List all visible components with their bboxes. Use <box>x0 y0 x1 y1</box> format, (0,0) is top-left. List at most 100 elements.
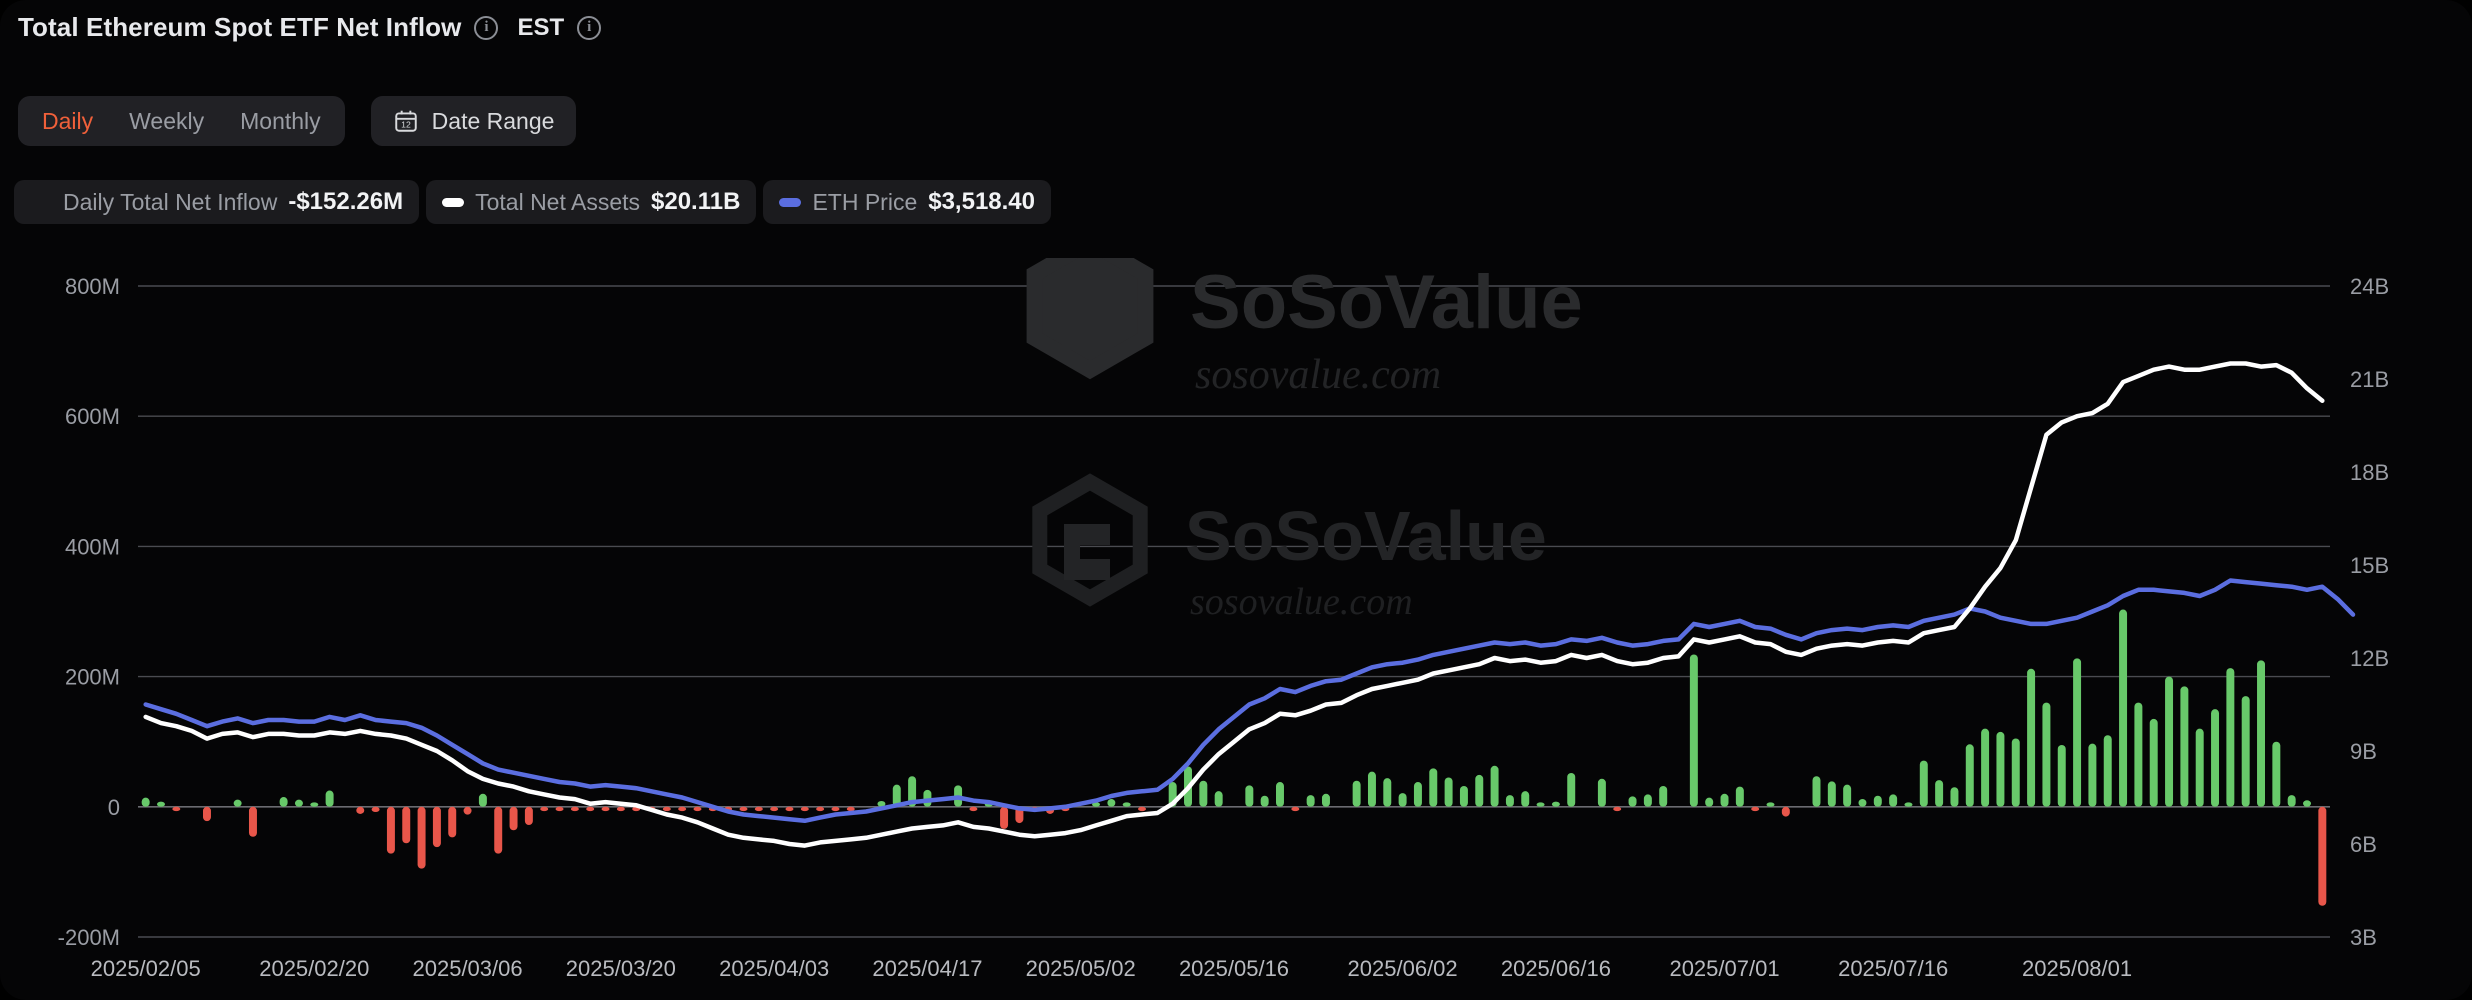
chart-bar <box>1245 785 1254 807</box>
chart-bar <box>310 802 319 807</box>
tab-daily[interactable]: Daily <box>24 102 111 140</box>
chart-toolbar: Daily Weekly Monthly 12 Date Range <box>18 96 577 146</box>
chart-bar <box>2272 741 2281 807</box>
chart-bar <box>601 806 610 812</box>
date-range-button[interactable]: 12 Date Range <box>370 96 577 146</box>
chart-bar <box>1628 796 1637 807</box>
svg-text:6B: 6B <box>2350 832 2377 857</box>
chart-bar <box>1459 785 1468 807</box>
chart-bar <box>1092 802 1101 807</box>
chart-bar <box>279 797 288 807</box>
chart-bar <box>1781 806 1790 817</box>
chart-bar <box>2042 702 2051 807</box>
chart-bar <box>386 806 395 854</box>
chart-bar <box>172 806 181 812</box>
legend-item-daily-net-inflow[interactable]: Daily Total Net Inflow -$152.26M <box>14 180 420 224</box>
chart-bar <box>2180 686 2189 807</box>
line-swatch-icon-white <box>442 197 465 207</box>
chart-bar <box>432 806 441 848</box>
eth-price-line <box>143 578 2356 824</box>
svg-text:-200M: -200M <box>58 925 120 950</box>
legend-item-total-net-assets[interactable]: Total Net Assets $20.11B <box>426 180 757 224</box>
svg-text:24B: 24B <box>2350 274 2389 299</box>
chart-bar <box>2088 743 2097 807</box>
chart-bar <box>2057 744 2066 807</box>
chart-bar <box>1398 793 1407 807</box>
chart-bar <box>2119 609 2128 807</box>
chart-bar <box>1383 778 1392 807</box>
chart-bar <box>1015 806 1024 824</box>
chart-bar <box>540 806 549 812</box>
chart-bar <box>1536 802 1545 807</box>
chart-bar <box>816 806 825 812</box>
svg-text:sosovalue.com: sosovalue.com <box>1190 581 1413 623</box>
chart-bar <box>846 806 855 812</box>
chart-bar <box>2318 806 2327 906</box>
chart-bar <box>1751 806 1760 812</box>
chart-bar <box>1505 795 1514 807</box>
chart-bar <box>325 790 334 807</box>
tab-monthly[interactable]: Monthly <box>222 102 339 140</box>
line-swatch-icon-blue <box>779 197 802 207</box>
legend-label: ETH Price <box>812 188 918 215</box>
chart-bar <box>1950 787 1959 807</box>
chart-bar <box>371 806 380 813</box>
chart-bar <box>1889 794 1898 807</box>
x-axis-tick-label: 2025/06/16 <box>1501 956 1611 981</box>
chart-bar <box>478 793 487 807</box>
chart-bar <box>356 806 365 814</box>
chart-bar <box>2211 709 2220 807</box>
watermark-primary: SoSoValue sosovalue.com <box>1026 258 1583 398</box>
chart-bar <box>494 806 503 854</box>
panel-header: Total Ethereum Spot ETF Net Inflow i EST… <box>18 12 602 43</box>
x-axis-tick-label: 2025/03/20 <box>566 956 676 981</box>
chart-bar <box>1935 780 1944 807</box>
chart-bar <box>2073 658 2082 807</box>
netflow-chart-svg: 800M 600M 400M 200M 0 -200M 24B 21B 18B 15B 12B 9B 6… <box>58 258 2389 981</box>
chart-bar <box>2027 668 2036 807</box>
bar-swatch-icon <box>30 191 52 213</box>
svg-text:sosovalue.com: sosovalue.com <box>1195 352 1441 398</box>
chart-bar <box>1107 798 1116 807</box>
chart-bar <box>248 806 257 837</box>
svg-text:400M: 400M <box>65 534 120 559</box>
chart-bar <box>1276 782 1284 807</box>
chart-bar <box>2287 795 2296 807</box>
chart-bar <box>402 806 411 844</box>
legend-value: $20.11B <box>651 188 741 215</box>
chart-bar <box>1904 802 1913 807</box>
chart-bar <box>294 799 303 807</box>
chart-bar <box>1291 806 1300 812</box>
chart-bar <box>1858 798 1867 807</box>
chart-bar <box>2103 735 2112 807</box>
chart-bar <box>1919 760 1928 807</box>
tab-weekly[interactable]: Weekly <box>111 102 222 140</box>
legend-value: -$152.26M <box>288 188 404 215</box>
legend-value: $3,518.40 <box>928 188 1036 215</box>
chart-bar <box>1873 795 1882 807</box>
svg-text:200M: 200M <box>65 665 120 690</box>
timezone-info-icon[interactable]: i <box>577 15 602 40</box>
svg-text:21B: 21B <box>2350 367 2389 392</box>
chart-bar <box>2241 696 2250 807</box>
chart-bar <box>509 806 518 831</box>
chart-area[interactable]: 800M 600M 400M 200M 0 -200M 24B 21B 18B 15B 12B 9B 6… <box>0 258 2472 1000</box>
page-title: Total Ethereum Spot ETF Net Inflow <box>18 12 462 42</box>
x-axis-tick-label: 2025/05/02 <box>1026 956 1136 981</box>
chart-bar <box>1981 728 1990 807</box>
chart-bar <box>1735 786 1744 807</box>
chart-bar <box>1490 765 1499 807</box>
svg-text:15B: 15B <box>2350 553 2389 578</box>
chart-bar <box>2195 728 2204 807</box>
chart-bar <box>2165 676 2174 807</box>
chart-bar <box>202 806 211 822</box>
watermark-secondary: SoSoValue sosovalue.com <box>1032 473 1547 623</box>
x-axis-tick-label: 2025/04/17 <box>872 956 982 981</box>
legend-item-eth-price[interactable]: ETH Price $3,518.40 <box>763 180 1052 224</box>
svg-text:18B: 18B <box>2350 460 2389 485</box>
chart-bar <box>892 784 901 807</box>
info-icon[interactable]: i <box>474 15 499 40</box>
chart-bar <box>770 806 779 812</box>
svg-text:SoSoValue: SoSoValue <box>1185 497 1547 575</box>
chart-bar <box>1475 774 1484 807</box>
